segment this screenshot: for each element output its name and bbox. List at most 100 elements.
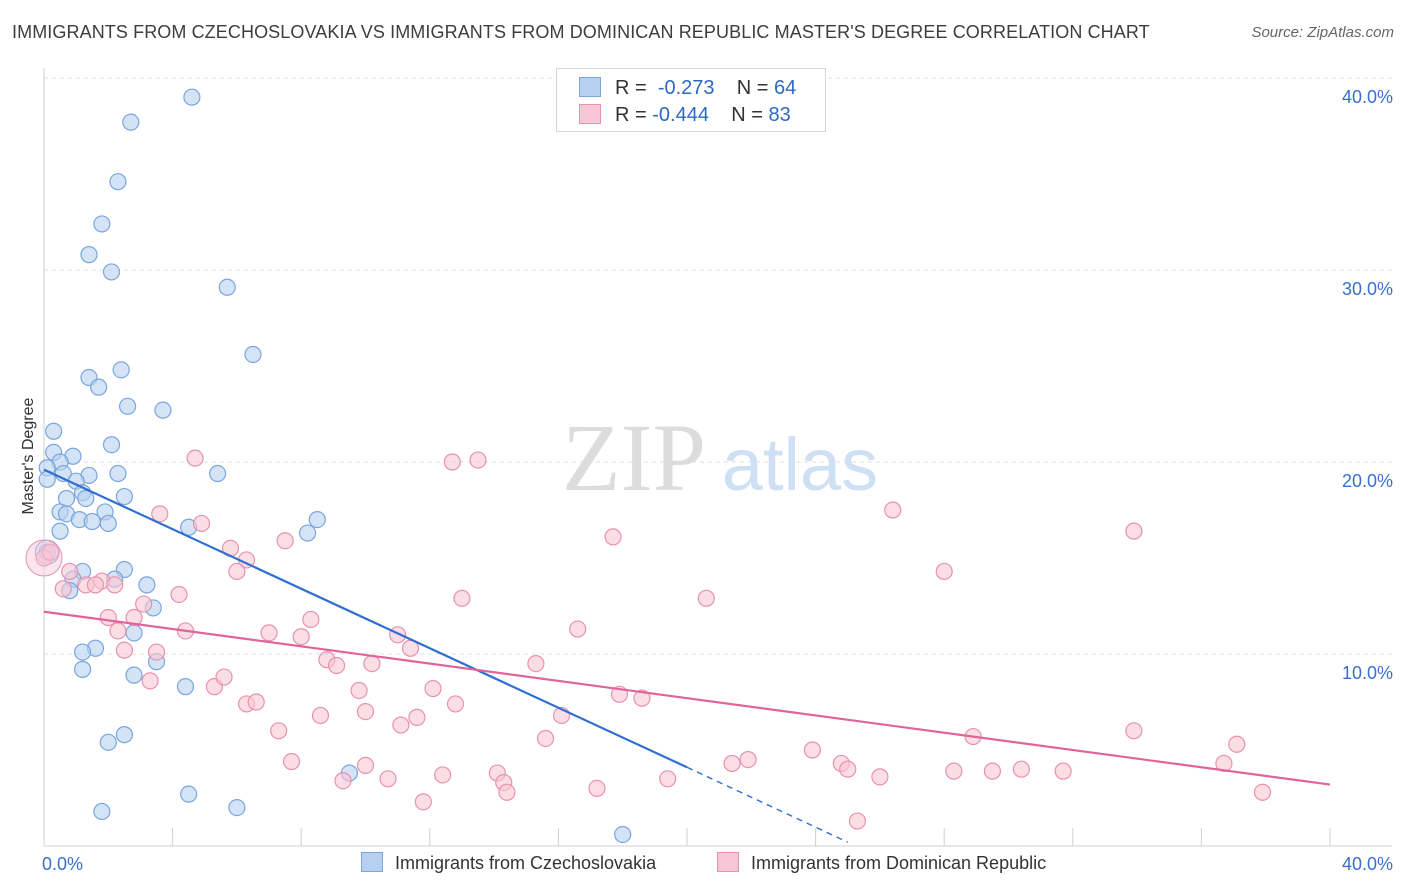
- dominican-point-24: [125, 608, 143, 627]
- legend-n-value: 83: [768, 104, 791, 126]
- dominican-point-30: [260, 624, 278, 642]
- chart-title: IMMIGRANTS FROM CZECHOSLOVAKIA VS IMMIGR…: [12, 22, 1150, 42]
- czechoslovakia-point-49: [73, 643, 92, 661]
- dominican-point-22: [54, 580, 72, 598]
- czechoslovakia-point-52: [125, 666, 143, 684]
- dominican-point-13: [228, 562, 246, 581]
- dominican-point-33: [569, 620, 587, 638]
- dominican-point-74: [434, 766, 452, 784]
- y-tick-label-3: 40.0%: [1342, 87, 1393, 107]
- dominican-point-55: [270, 722, 288, 740]
- czechoslovakia-point-13: [45, 422, 63, 440]
- czechoslovakia-point-44: [138, 576, 156, 594]
- dominican-point-34: [147, 643, 166, 661]
- legend-swatch-blue: [579, 77, 601, 97]
- dominican-point-67: [1215, 754, 1233, 773]
- legend-swatch-blue: [361, 852, 383, 872]
- dominican-point-45: [424, 679, 442, 698]
- czechoslovakia-point-54: [115, 726, 133, 744]
- czechoslovakia-point-38: [51, 522, 69, 540]
- czechoslovakia-point-47: [125, 624, 143, 642]
- dominican-point-19: [170, 585, 188, 604]
- dominican-point-72: [983, 762, 1002, 780]
- dominican-point-61: [803, 741, 821, 759]
- dominican-point-43: [215, 668, 233, 686]
- czechoslovakia-point-59: [93, 802, 111, 821]
- dominican-point-9: [1125, 522, 1143, 540]
- cluster-point-0: [25, 539, 63, 577]
- x-tick-label-max: 40.0%: [1342, 854, 1393, 874]
- dominican-point-62: [723, 754, 741, 773]
- dominican-point-23: [135, 595, 153, 613]
- czechoslovakia-point-58: [228, 798, 246, 817]
- czechoslovakia-point-5: [102, 263, 121, 281]
- czechoslovakia-point-35: [308, 510, 326, 529]
- legend-r-label: R =: [615, 104, 647, 126]
- czechoslovakia-point-53: [176, 678, 195, 696]
- dominican-point-4: [469, 451, 487, 469]
- legend-swatch-pink: [717, 852, 739, 872]
- czechoslovakia-point-21: [109, 464, 127, 483]
- dominican-point-54: [392, 716, 410, 734]
- legend-label: Immigrants from Czechoslovakia: [395, 853, 657, 873]
- czechoslovakia-point-12: [154, 401, 172, 419]
- legend-label: Immigrants from Dominican Republic: [751, 853, 1047, 873]
- dominican-point-7: [192, 514, 211, 533]
- watermark: ZIP atlas: [562, 404, 878, 511]
- legend-n-value: 64: [774, 77, 797, 99]
- dominican-point-60: [1228, 735, 1246, 753]
- dominican-point-31: [292, 628, 310, 646]
- dominican-point-84: [848, 812, 866, 830]
- czechoslovakia-point-14: [102, 436, 121, 454]
- dominican-point-18: [86, 576, 105, 594]
- y-tick-label-1: 20.0%: [1342, 471, 1393, 491]
- dominican-point-20: [453, 589, 471, 607]
- czechoslovakia-point-55: [99, 733, 117, 751]
- dominican-point-28: [109, 622, 127, 640]
- legend-n-label: N =: [731, 104, 763, 126]
- czechoslovakia-point-27: [77, 489, 95, 508]
- dominican-point-52: [356, 702, 375, 721]
- czechoslovakia-point-57: [180, 785, 198, 803]
- dominican-point-10: [276, 532, 294, 550]
- series-czechoslovakia: [34, 88, 632, 844]
- axes: [43, 68, 1392, 847]
- dominican-point-48: [446, 695, 465, 713]
- czechoslovakia-point-51: [73, 660, 92, 678]
- dominican-point-70: [871, 768, 889, 786]
- czechoslovakia-point-0: [183, 88, 201, 106]
- czechoslovakia-point-22: [209, 464, 227, 483]
- dominican-point-2: [186, 449, 204, 467]
- czechoslovakia-point-33: [83, 512, 101, 531]
- czechoslovakia-point-11: [118, 397, 137, 415]
- dominican-point-53: [408, 708, 426, 726]
- dominican-point-73: [1054, 762, 1072, 780]
- czechoslovakia-point-37: [299, 524, 317, 542]
- legend-n-label: N =: [736, 77, 769, 99]
- czechoslovakia-point-10: [90, 378, 108, 396]
- czechoslovakia-point-4: [80, 246, 98, 264]
- dominican-point-83: [1253, 783, 1272, 801]
- trend-lines: [43, 468, 1331, 843]
- czechoslovakia-point-28: [115, 487, 133, 506]
- czechoslovakia-point-8: [112, 361, 130, 379]
- dominican-point-36: [115, 641, 133, 659]
- dominican-point-77: [334, 772, 352, 790]
- dominican-point-38: [327, 656, 346, 675]
- series-dominican-republic: [25, 449, 1272, 830]
- dominican-point-5: [884, 501, 902, 519]
- dominican-point-80: [588, 779, 606, 798]
- dominican-point-39: [363, 654, 381, 673]
- y-tick-label-0: 10.0%: [1342, 663, 1393, 683]
- legend-item-czechoslovakia: Immigrants from Czechoslovakia: [361, 852, 656, 874]
- legend-item-dominican: Immigrants from Dominican Republic: [717, 852, 1046, 874]
- dominican-point-64: [282, 752, 301, 771]
- czechoslovakia-point-1: [122, 113, 140, 131]
- dominican-point-25: [99, 608, 117, 627]
- x-tick-label-min: 0.0%: [42, 854, 83, 874]
- dominican-point-26: [697, 589, 715, 607]
- legend-r-label: R =: [615, 77, 647, 99]
- dominican-point-15: [61, 562, 79, 581]
- legend-r-value: -0.273: [657, 77, 715, 99]
